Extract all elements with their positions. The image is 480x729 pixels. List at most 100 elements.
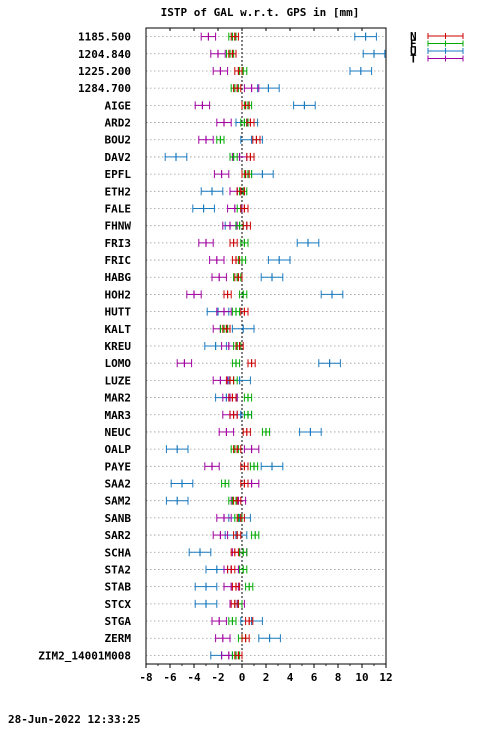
legend-label: U bbox=[410, 45, 417, 58]
error-bar-n bbox=[234, 66, 243, 75]
category-label: MAR3 bbox=[105, 409, 132, 422]
category-label: MAR2 bbox=[105, 392, 132, 405]
legend-label: T bbox=[410, 53, 417, 66]
error-bar-u bbox=[194, 582, 218, 591]
category-label: EPFL bbox=[105, 168, 132, 181]
error-bar-n bbox=[230, 599, 239, 608]
x-tick-label: 12 bbox=[379, 671, 392, 684]
x-tick-label: -4 bbox=[187, 671, 201, 684]
error-bar-u bbox=[164, 152, 188, 161]
category-label: FRI3 bbox=[105, 237, 132, 250]
category-label: FRIC bbox=[105, 254, 132, 267]
x-tick-label: 2 bbox=[263, 671, 270, 684]
category-label: AIGE bbox=[105, 99, 132, 112]
plot-axes bbox=[145, 27, 387, 668]
error-bar-e bbox=[249, 462, 259, 471]
category-label: FHNW bbox=[105, 220, 132, 233]
error-bar-n bbox=[231, 582, 241, 591]
error-bar-n bbox=[230, 32, 239, 41]
error-bar-n bbox=[228, 49, 237, 58]
error-bar-t bbox=[198, 135, 214, 144]
category-label: SCHA bbox=[105, 546, 132, 559]
error-bar-t bbox=[200, 32, 217, 41]
x-tick-label: 10 bbox=[355, 671, 368, 684]
error-bar-u bbox=[260, 462, 284, 471]
error-bar-t bbox=[198, 238, 214, 247]
category-label: STA2 bbox=[105, 563, 132, 576]
error-bar-e bbox=[216, 135, 225, 144]
error-bar-n bbox=[245, 617, 254, 626]
error-bar-u bbox=[251, 170, 274, 179]
category-label: ARD2 bbox=[105, 117, 132, 130]
error-bar-u bbox=[188, 548, 212, 557]
error-bar-t bbox=[209, 256, 225, 265]
error-bar-u bbox=[260, 273, 284, 282]
category-label: LOMO bbox=[105, 357, 132, 370]
category-label: 1204.840 bbox=[78, 48, 131, 61]
grid-lines bbox=[146, 36, 386, 656]
category-labels: 1185.500 1204.840 1225.200 1284.700 AIGE ARD2… bbox=[38, 31, 131, 663]
error-bar-n bbox=[247, 359, 256, 368]
category-label: LUZE bbox=[105, 374, 132, 387]
error-bar-e bbox=[239, 548, 248, 557]
error-bar-u bbox=[170, 479, 194, 488]
error-bar-t bbox=[243, 445, 260, 454]
error-bar-t bbox=[176, 359, 193, 368]
error-bar-u bbox=[231, 324, 255, 333]
error-bar-t bbox=[194, 101, 211, 110]
error-bar-t bbox=[215, 634, 231, 643]
error-bar-t bbox=[213, 170, 230, 179]
error-bar-n bbox=[236, 187, 245, 196]
x-tick-label: 8 bbox=[335, 671, 342, 684]
error-bar-u bbox=[165, 496, 189, 505]
category-label: HOH2 bbox=[105, 288, 132, 301]
error-bar-e bbox=[240, 238, 249, 247]
x-tick-label: -8 bbox=[139, 671, 152, 684]
category-label: HABG bbox=[105, 271, 132, 284]
error-bar-u bbox=[296, 238, 320, 247]
error-bar-e bbox=[243, 410, 253, 419]
error-bar-u bbox=[320, 290, 344, 299]
category-label: ZIM2_14001M008 bbox=[38, 649, 131, 662]
category-label: NEUC bbox=[105, 426, 132, 439]
error-bar-n bbox=[228, 393, 237, 402]
error-bar-e bbox=[239, 290, 248, 299]
error-bar-t bbox=[218, 427, 235, 436]
error-bar-n bbox=[235, 342, 244, 350]
category-label: KREU bbox=[105, 340, 132, 353]
error-bar-u bbox=[258, 634, 281, 643]
category-label: SAM2 bbox=[105, 495, 132, 508]
error-bar-u bbox=[165, 445, 189, 454]
error-bar-e bbox=[231, 307, 241, 316]
error-bar-t bbox=[243, 84, 260, 93]
error-bar-n bbox=[233, 496, 242, 505]
error-bar-e bbox=[243, 393, 253, 402]
error-bar-n bbox=[242, 221, 251, 230]
category-label: STCX bbox=[105, 598, 132, 611]
error-bar-n bbox=[240, 204, 249, 213]
error-bar-u bbox=[362, 49, 386, 58]
category-label: STGA bbox=[105, 615, 132, 628]
error-bar-t bbox=[216, 513, 232, 522]
error-bar-n bbox=[225, 376, 235, 385]
error-bar-n bbox=[233, 84, 242, 93]
error-bar-n bbox=[240, 307, 249, 316]
error-bar-u bbox=[200, 187, 224, 196]
error-bar-n bbox=[252, 135, 261, 144]
error-bar-t bbox=[212, 376, 229, 385]
x-tick-label: -6 bbox=[163, 671, 177, 684]
error-bar-u bbox=[354, 32, 377, 41]
error-bar-n bbox=[246, 152, 255, 161]
error-bar-e bbox=[251, 531, 260, 540]
category-label: 1284.700 bbox=[78, 82, 131, 95]
error-bar-n bbox=[241, 101, 250, 110]
category-label: KALT bbox=[105, 323, 132, 336]
category-label: OALP bbox=[105, 443, 132, 456]
error-bar-n bbox=[236, 513, 245, 522]
category-label: FALE bbox=[105, 202, 132, 215]
category-label: BOU2 bbox=[105, 134, 132, 147]
category-label: STAB bbox=[105, 581, 132, 594]
error-bar-n bbox=[240, 462, 249, 471]
category-label: 1185.500 bbox=[78, 31, 131, 44]
